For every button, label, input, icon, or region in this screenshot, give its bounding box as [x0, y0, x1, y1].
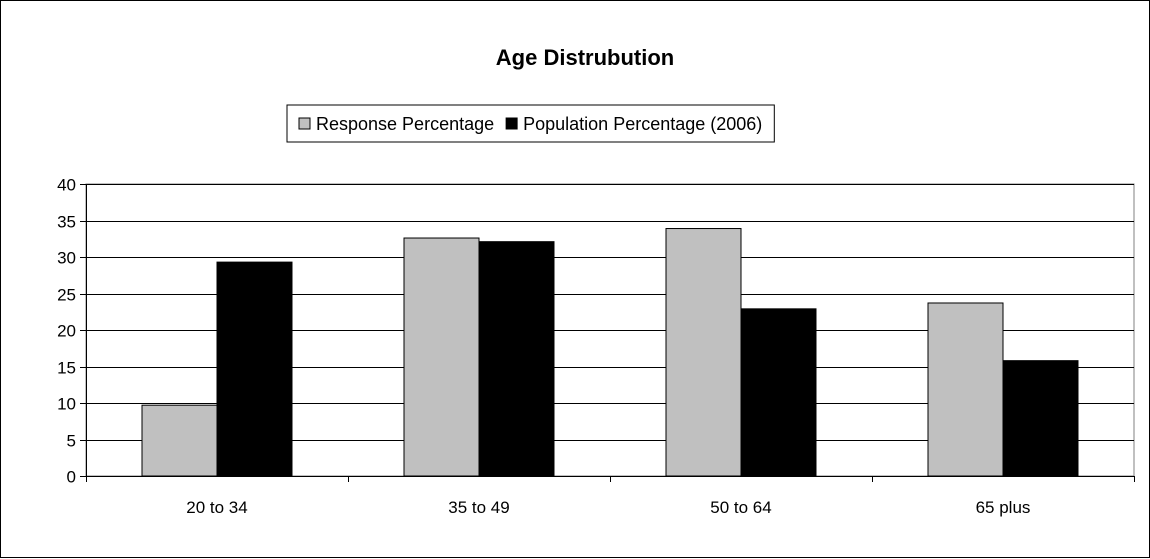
y-tick-label: 40	[57, 176, 76, 195]
y-tick-label: 15	[57, 359, 76, 378]
y-tick-label: 0	[67, 468, 76, 487]
legend-swatch	[505, 117, 518, 130]
y-tick-label: 25	[57, 286, 76, 305]
plot-area: 0 5 10 15 20 25 30 35 40 20 to 34 35 to 49 50 to 64…	[57, 176, 1135, 517]
bar-population-2	[740, 308, 817, 477]
bar-response-2	[665, 228, 742, 477]
bar-response-1	[403, 237, 480, 477]
legend-label: Population Percentage (2006)	[523, 114, 762, 134]
x-tick-label: 65 plus	[976, 498, 1031, 517]
x-tick-label: 35 to 49	[448, 498, 509, 517]
bar-population-3	[1002, 360, 1079, 477]
y-tick-label: 5	[67, 432, 76, 451]
chart-title: Age Distrubution	[496, 45, 674, 70]
legend-box	[286, 104, 775, 143]
y-tick-label: 20	[57, 322, 76, 341]
x-tick-label: 50 to 64	[710, 498, 771, 517]
bar-population-1	[478, 241, 555, 477]
legend-label: Response Percentage	[316, 114, 494, 134]
bar-population-0	[216, 261, 293, 477]
y-tick-label: 35	[57, 213, 76, 232]
y-tick-label: 10	[57, 395, 76, 414]
bar-response-0	[141, 404, 218, 477]
legend-swatch	[298, 117, 311, 130]
y-tick-label: 30	[57, 249, 76, 268]
bar-response-3	[927, 302, 1004, 477]
legend: Response Percentage Population Percentage…	[286, 104, 775, 143]
x-tick-label: 20 to 34	[186, 498, 247, 517]
